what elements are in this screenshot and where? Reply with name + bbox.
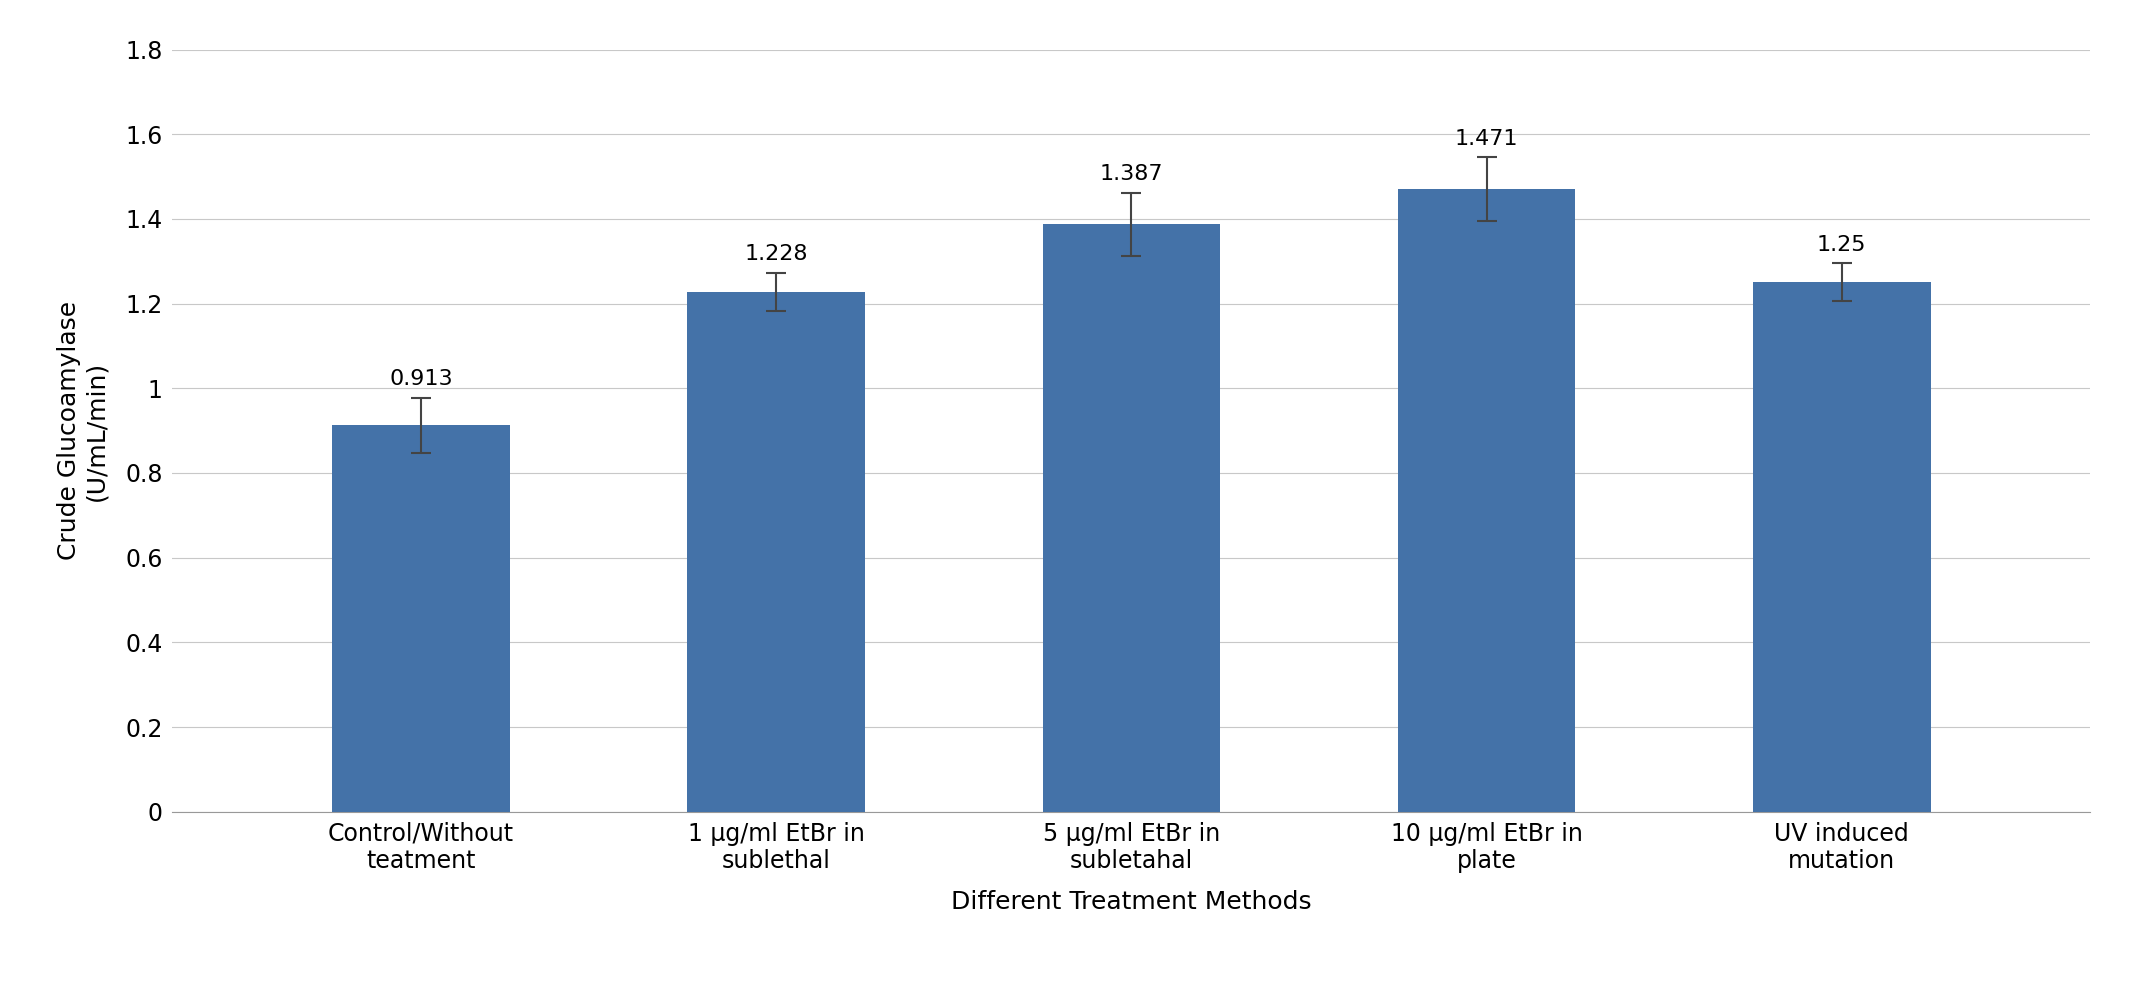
Bar — [1043, 225, 1220, 812]
Bar — [332, 425, 511, 812]
Text: 1.25: 1.25 — [1817, 235, 1866, 254]
Text: 1.471: 1.471 — [1455, 129, 1519, 148]
Bar — [1399, 189, 1575, 812]
Y-axis label: Crude Glucoamylase
(U/mL/min): Crude Glucoamylase (U/mL/min) — [56, 301, 108, 560]
X-axis label: Different Treatment Methods: Different Treatment Methods — [950, 890, 1312, 914]
Text: 1.228: 1.228 — [743, 245, 808, 264]
Bar — [687, 292, 864, 812]
Text: 0.913: 0.913 — [390, 369, 453, 389]
Bar — [1752, 282, 1931, 812]
Text: 1.387: 1.387 — [1099, 164, 1164, 184]
